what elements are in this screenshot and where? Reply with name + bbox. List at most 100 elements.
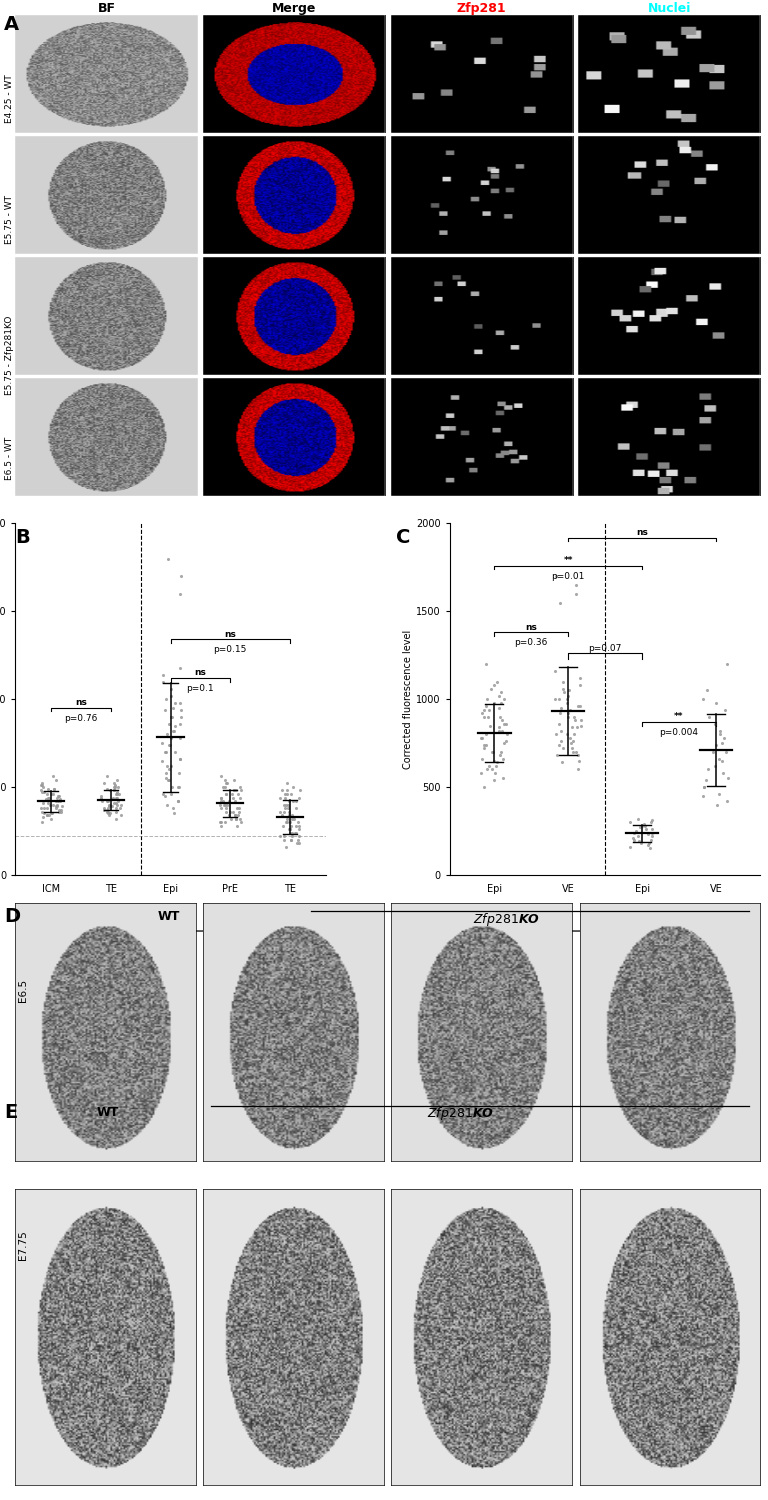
Point [562,684,574,708]
Point [710,734,722,758]
Point [229,802,241,826]
Point [165,684,177,708]
Point [39,788,51,812]
Point [488,690,500,714]
Point [697,784,709,808]
Point [41,786,54,810]
Point [104,778,116,802]
Point [35,772,47,796]
Point [278,824,290,848]
Point [485,676,498,700]
Point [633,830,645,854]
Point [646,821,658,844]
Point [287,789,300,813]
Point [163,734,175,758]
Point [160,760,172,784]
Point [574,666,586,690]
Point [480,734,492,758]
Point [568,708,581,732]
Point [645,810,657,834]
Point [161,766,173,790]
Point [496,708,508,732]
Point [720,740,732,764]
Point [163,758,175,782]
Point [280,778,293,802]
Point [167,696,180,720]
Point [161,723,174,747]
Point [225,807,237,831]
Point [698,776,710,800]
Point [50,789,62,813]
Point [478,698,491,721]
Point [278,800,290,824]
Point [171,789,184,813]
Point [160,687,172,711]
Point [165,782,177,806]
Point [567,740,579,764]
Text: p=0.1: p=0.1 [187,684,214,693]
Point [570,573,582,597]
Point [498,687,511,711]
Point [479,723,492,747]
Point [48,777,60,801]
Point [94,784,107,808]
Point [53,784,65,808]
Point [214,792,227,816]
Point [490,750,502,774]
Point [55,795,68,819]
Point [106,788,118,812]
Point [718,726,730,750]
Title: Nuclei: Nuclei [647,2,691,15]
Point [41,802,54,826]
Point [110,796,122,820]
Point [161,754,173,778]
Point [36,771,48,795]
Point [214,789,227,813]
Point [564,726,576,750]
Point [158,698,170,721]
Point [557,736,569,760]
Point [50,796,62,820]
Point [217,789,230,813]
Point [156,748,168,772]
Point [700,768,712,792]
Text: E5.75 - Zfp281KO: E5.75 - Zfp281KO [631,958,727,969]
Point [700,678,713,702]
Point [502,723,514,747]
Text: ns: ns [636,528,648,537]
Point [174,690,186,714]
Point [566,716,578,740]
Point [719,698,731,721]
Point [110,807,122,831]
Point [571,694,584,718]
Point [290,813,302,837]
Point [45,807,57,831]
Point [634,816,647,840]
Point [568,705,580,729]
Point [227,800,240,824]
Point [172,789,184,813]
Point [38,780,50,804]
Point [220,796,232,820]
Point [282,792,294,816]
Point [483,698,495,721]
Point [488,760,501,784]
Point [164,734,177,758]
Point [228,768,240,792]
Point [228,778,240,802]
Point [220,782,233,806]
Point [228,778,240,802]
Point [111,786,124,810]
Y-axis label: E6.5 - WT: E6.5 - WT [5,436,15,480]
Text: E6.5: E6.5 [18,978,28,1002]
Text: E: E [4,1102,17,1122]
Point [230,807,242,831]
Point [624,810,636,834]
Point [711,792,723,816]
Point [234,786,247,810]
Point [287,807,300,831]
Text: **: ** [674,712,684,722]
Point [565,730,578,754]
Point [558,680,571,703]
Point [157,782,169,806]
